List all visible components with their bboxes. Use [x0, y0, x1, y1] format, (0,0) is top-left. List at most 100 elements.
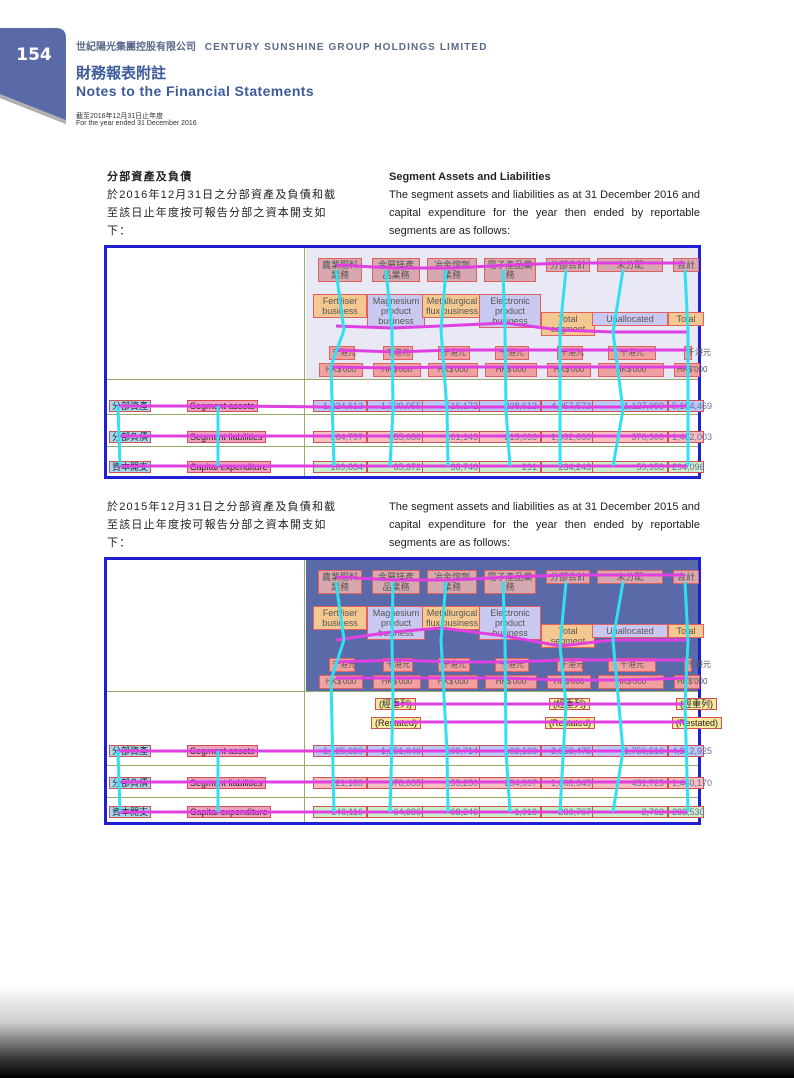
row-divider	[107, 446, 698, 447]
column-header-zh: 電子產品業務	[484, 570, 536, 594]
table-cell-value: 264,797	[313, 431, 367, 443]
currency-en: HK$'000	[598, 363, 664, 377]
currency-en: HK$'000	[428, 675, 478, 689]
table-cell-value: 1,127,093	[592, 400, 668, 412]
column-header-zh: 金屬鎂產品業務	[372, 258, 420, 282]
company-name-zh: 世紀陽光集團控股有限公司	[76, 42, 196, 53]
table-cell-value: 4,812,925	[668, 745, 712, 757]
row-divider	[107, 414, 698, 415]
table-cell-value: 146,116	[313, 806, 367, 818]
currency-zh: 千港元	[608, 346, 656, 360]
column-header-en: Total segment	[541, 312, 595, 336]
column-header-zh: 冶金熔劑業務	[427, 258, 477, 282]
table-cell-value: 1,462,003	[668, 431, 712, 443]
segment-table-2015: 農業肥料業務 Fertiliser business 千港元 HK$'000 金屬鎂產品…	[104, 557, 723, 825]
table-cell-value: 1,460,170	[668, 777, 712, 789]
restated-en: (Restated)	[672, 717, 723, 729]
table-cell-value: 291	[479, 461, 541, 473]
table-cell-value: 1,224,613	[313, 400, 367, 412]
currency-zh: 千港元	[557, 346, 584, 360]
table-cell-value: 455,080	[367, 431, 425, 443]
currency-en: HK$'000	[598, 675, 664, 689]
table-cell-value: 370,900	[592, 431, 668, 443]
column-header-zh: 合計	[673, 570, 699, 584]
currency-en: HK$'000	[319, 675, 363, 689]
row-label-en: Segment liabilities	[187, 431, 266, 443]
notes-title-zh: 財務報表附註	[76, 65, 167, 82]
table-cell-value: 294,096	[668, 461, 705, 473]
currency-en: HK$'000	[373, 363, 421, 377]
table-cell-value: 1,019	[479, 806, 541, 818]
column-header-zh: 分部合計	[546, 258, 590, 272]
page-tab	[0, 28, 66, 124]
column-header-zh: 未分配	[597, 570, 663, 584]
restated-en: (Restated)	[545, 717, 596, 729]
table-cell-value: 1,092,030	[541, 431, 595, 443]
table-cell-value: 509,714	[422, 745, 482, 757]
row-label-zh: 分部負債	[109, 777, 152, 789]
column-divider	[304, 248, 305, 476]
period-zh: 截至2016年12月31日止年度	[76, 113, 164, 120]
currency-zh: 千港元	[684, 658, 711, 672]
column-header-zh: 合計	[673, 258, 699, 272]
restated-zh: (經重列)	[676, 698, 717, 710]
column-header-zh: 電子產品業務	[484, 258, 536, 282]
table-cell-value: 1,008,645	[541, 777, 595, 789]
table-cell-value: 221,183	[313, 777, 367, 789]
column-header-en: Unallocated	[592, 624, 668, 638]
table-cell-value: 68,246	[422, 806, 482, 818]
row-divider	[107, 379, 698, 380]
column-header-zh: 農業肥料業務	[318, 570, 362, 594]
section-text-zh: 於2015年12月31日之分部資產及負債和截至該日止年度按可報告分部之資本開支如…	[107, 501, 337, 549]
column-header-en: Magnesium product business	[367, 606, 425, 640]
table-cell-value: 1,251,040	[367, 745, 425, 757]
company-name-en: CENTURY SUNSHINE GROUP HOLDINGS LIMITED	[204, 42, 488, 53]
row-divider	[107, 691, 698, 692]
currency-zh: 千港元	[438, 658, 470, 672]
row-divider	[107, 765, 698, 766]
currency-zh: 千港元	[383, 346, 413, 360]
table-cell-value: 1,756,516	[592, 745, 668, 757]
row-label-zh: 分部資產	[109, 400, 152, 412]
table-cell-value: 109,834	[313, 461, 367, 473]
restated-zh: (經重列)	[549, 698, 590, 710]
row-label-zh: 分部負債	[109, 431, 152, 443]
row-label-zh: 資本開支	[109, 461, 152, 473]
column-header-en: Unallocated	[592, 312, 668, 326]
currency-en: HK$'000	[373, 675, 421, 689]
row-label-zh: 資本開支	[109, 806, 152, 818]
column-header-en: Fertiliser business	[313, 606, 367, 630]
section-heading-zh: 分部資產及負債	[107, 171, 193, 183]
company-name: 世紀陽光集團控股有限公司 CENTURY SUNSHINE GROUP HOLD…	[76, 38, 488, 53]
section-text-en: The segment assets and liabilities as at…	[389, 189, 700, 237]
column-header-zh: 農業肥料業務	[318, 258, 362, 282]
currency-zh: 千港元	[329, 346, 356, 360]
notes-title-en: Notes to the Financial Statements	[76, 83, 315, 99]
column-header-en: Metallurgical flux business	[422, 294, 482, 318]
table-cell-value: 234,243	[541, 461, 595, 473]
currency-en: HK$'000	[547, 363, 591, 377]
column-header-en: Magnesium product business	[367, 294, 425, 328]
column-header-en: Total segment	[541, 624, 595, 648]
table-cell-value: 3,058,475	[541, 745, 595, 757]
row-label-zh: 分部資產	[109, 745, 152, 757]
table-cell-value: 378,035	[367, 777, 425, 789]
column-header-en: Total	[668, 312, 704, 326]
column-header-en: Fertiliser business	[313, 294, 367, 318]
table-cell-value: 161,143	[422, 431, 482, 443]
section-text-zh: 於2016年12月31日之分部資產及負債和截至該日止年度按可報告分部之資本開支如…	[107, 189, 337, 237]
currency-en: HK$'000	[674, 675, 707, 689]
table-cell-value: 192,193	[479, 745, 541, 757]
section-2016-zh: 分部資產及負債 於2016年12月31日之分部資產及負債和截至該日止年度按可報告…	[107, 168, 345, 240]
table-cell-value: 59,953	[592, 461, 668, 473]
table-cell-value: 283,530	[668, 806, 705, 818]
table-cell-value: 254,097	[479, 777, 541, 789]
table-cell-value: 451,725	[592, 777, 668, 789]
section-2016-en: Segment Assets and Liabilities The segme…	[389, 168, 700, 240]
table-cell-value: 213,033	[479, 431, 541, 443]
column-header-en: Metallurgical flux business	[422, 606, 482, 630]
section-2015-zh: 於2015年12月31日之分部資產及負債和截至該日止年度按可報告分部之資本開支如…	[107, 498, 345, 552]
restated-en: (Restated)	[371, 717, 422, 729]
table-cell-value: 516,172	[422, 400, 482, 412]
row-label-en: Capital expenditure	[187, 461, 271, 473]
